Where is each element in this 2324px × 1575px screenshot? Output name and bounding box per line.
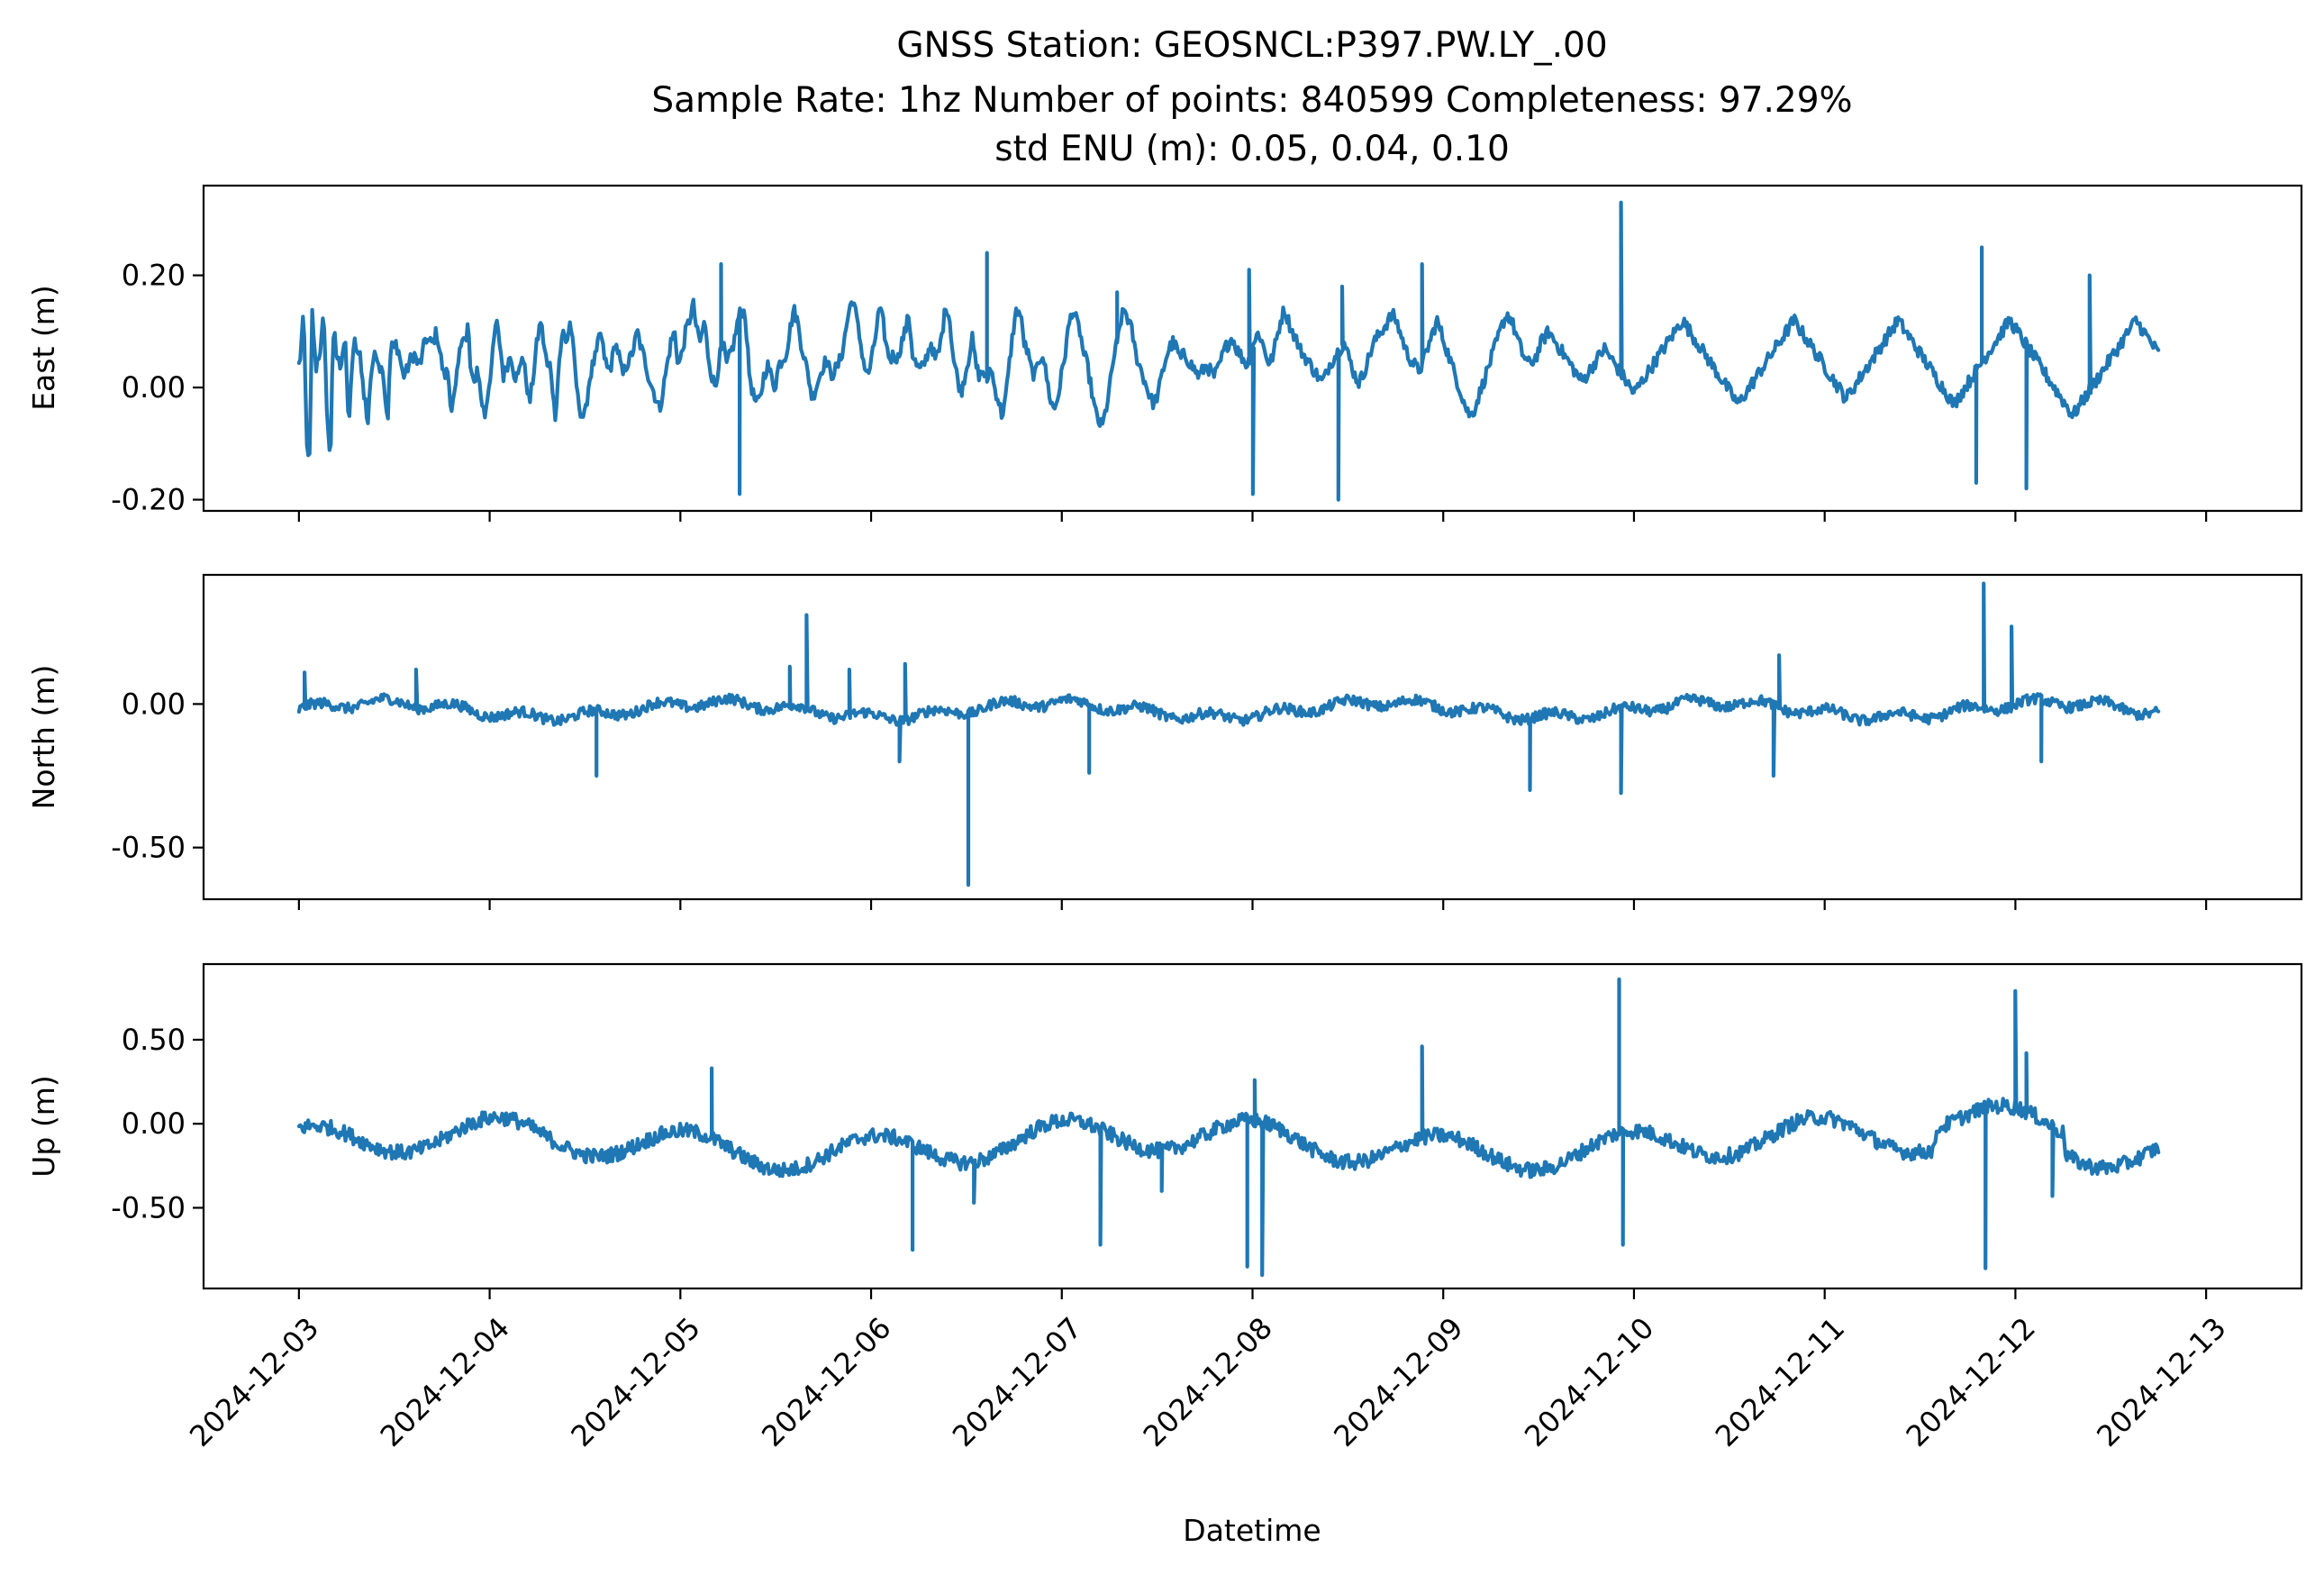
up-ytick-label: -0.50 (111, 1190, 186, 1224)
east-yticks: 0.20 0.00 -0.20 (111, 259, 204, 517)
east-ytick-label: 0.00 (122, 370, 186, 405)
title-line-1: GNSS Station: GEOSNCL:P397.PW.LY_.00 (896, 25, 1607, 66)
north-xticks (297, 899, 2208, 910)
north-ylabel: North (m) (26, 665, 61, 810)
east-ylabel-group: East (m) (26, 285, 61, 411)
up-ytick-label: 0.00 (122, 1106, 186, 1141)
north-panel: North (m) 0.00 -0.50 (26, 573, 2303, 910)
x-axis-label: Datetime (1183, 1513, 1321, 1548)
north-ytick-label: 0.00 (122, 687, 186, 721)
east-ytick-label: 0.20 (122, 259, 186, 293)
up-series-line (296, 977, 2161, 1278)
title-line-2: Sample Rate: 1hz Number of points: 84059… (651, 80, 1852, 121)
up-ylabel: Up (m) (26, 1075, 61, 1178)
title-line-3: std ENU (m): 0.05, 0.04, 0.10 (994, 129, 1510, 169)
north-series-line (296, 581, 2161, 888)
up-ytick-label: 0.50 (122, 1023, 186, 1057)
up-yticks: 0.50 0.00 -0.50 (111, 1023, 204, 1224)
east-series-line (296, 200, 2161, 502)
east-ylabel: East (m) (26, 285, 61, 411)
north-ytick-label: -0.50 (111, 831, 186, 865)
east-panel: East (m) 0.20 0.00 -0.20 (26, 184, 2303, 522)
north-yticks: 0.00 -0.50 (111, 687, 204, 865)
east-ytick-label: -0.20 (111, 483, 186, 517)
east-xticks (297, 511, 2208, 522)
